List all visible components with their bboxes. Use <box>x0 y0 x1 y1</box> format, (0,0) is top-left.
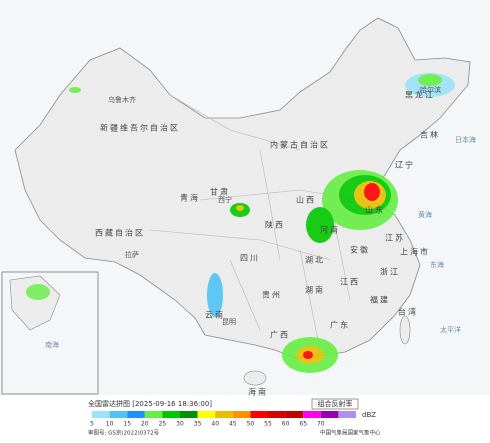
map-label: 青海 <box>180 193 200 203</box>
sea-label: 南海 <box>45 340 59 349</box>
legend-value: 30 <box>176 421 184 428</box>
map-label: 湖南 <box>305 285 325 295</box>
legend-value: 5 <box>90 421 94 428</box>
legend-swatch <box>127 411 145 418</box>
legend-value: 60 <box>282 421 290 428</box>
map-label: 黑龙江 <box>405 90 435 100</box>
legend-value: 10 <box>106 421 114 428</box>
sea-label: 日本海 <box>455 135 476 144</box>
radar-echoes <box>69 73 455 373</box>
map-label: 云南 <box>205 310 225 320</box>
city-label: 昆明 <box>222 318 236 326</box>
hainan-island <box>243 370 267 386</box>
map-label: 台湾 <box>398 307 418 317</box>
map-label: 陕西 <box>265 220 285 230</box>
legend-swatch <box>215 411 233 418</box>
legend-swatch <box>180 411 198 418</box>
inset-echo <box>26 284 50 300</box>
legend-title: 全国雷达拼图 [2025-09-16 18:36:00] <box>88 399 212 408</box>
legend-swatch <box>338 411 356 418</box>
map-label: 湖北 <box>305 256 325 265</box>
sea-label: 太平洋 <box>440 325 461 334</box>
legend-swatch <box>109 411 128 418</box>
map-label: 河南 <box>320 225 340 235</box>
city-label: 哈尔滨 <box>420 85 441 94</box>
legend-value: 65 <box>299 421 307 428</box>
legend-value: 40 <box>211 421 219 428</box>
legend-swatch <box>320 411 339 418</box>
map-label: 广西 <box>270 330 290 340</box>
map-label: 广东 <box>330 320 350 330</box>
map-label: 江苏 <box>385 233 405 243</box>
map-label: 西藏自治区 <box>95 228 145 238</box>
map-label: 内蒙古自治区 <box>270 140 330 150</box>
map-label: 浙江 <box>380 267 400 277</box>
legend-value: 50 <box>247 421 255 428</box>
map-label: 辽宁 <box>395 160 415 170</box>
legend-value: 55 <box>264 421 272 428</box>
taiwan-island <box>399 315 411 345</box>
legend-swatch <box>197 411 216 418</box>
map-label: 新疆维吾尔自治区 <box>100 123 180 133</box>
map-label: 四川 <box>240 254 260 263</box>
legend-swatch <box>303 411 321 418</box>
product-box <box>311 398 359 410</box>
city-label: 西宁 <box>218 195 232 204</box>
agency: 中国气象局国家气象中心 <box>320 429 381 437</box>
map-label: 山东 <box>365 205 385 215</box>
approval-number: 审图号: GS京(2022)0372号 <box>88 429 160 437</box>
legend-swatch <box>232 411 251 418</box>
legend-value: 45 <box>229 421 237 428</box>
sea-label: 黄海 <box>418 210 432 219</box>
sea-label: 东海 <box>430 260 444 269</box>
legend-value: 70 <box>317 421 325 428</box>
legend-swatch <box>144 411 163 418</box>
map-label: 甘肃 <box>210 187 230 197</box>
map-label: 福建 <box>370 295 390 305</box>
legend-swatch <box>268 411 286 418</box>
map-label: 贵州 <box>262 290 282 300</box>
legend-value: 35 <box>194 421 202 428</box>
map-label: 上海市 <box>400 247 430 257</box>
map-label: 海南 <box>248 387 268 397</box>
map-label: 山西 <box>296 195 316 205</box>
legend-swatch <box>285 411 304 418</box>
city-label: 拉萨 <box>125 250 139 259</box>
legend-swatch <box>92 411 110 418</box>
legend-swatch <box>162 411 180 418</box>
product-label: 组合反射率 <box>318 399 353 408</box>
map-label: 吉林 <box>420 130 440 140</box>
legend-swatch <box>250 411 268 418</box>
legend-value: 25 <box>159 421 167 428</box>
city-label: 乌鲁木齐 <box>108 95 136 104</box>
legend-value: 15 <box>123 421 131 428</box>
province-borders <box>149 94 361 351</box>
legend: 5 10 15 20 25 30 35 40 45 50 55 60 65 70 <box>90 411 356 428</box>
legend-unit: dBZ <box>362 411 376 419</box>
map-label: 江西 <box>340 278 360 287</box>
legend-value: 20 <box>141 421 149 428</box>
map-label: 安徽 <box>350 245 370 255</box>
